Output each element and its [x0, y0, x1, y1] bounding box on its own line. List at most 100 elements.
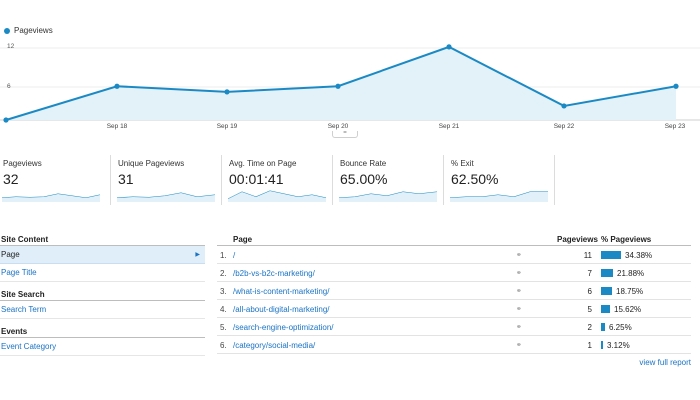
chart-collapse-handle[interactable]: = [332, 130, 358, 138]
metric-bounce-rate[interactable]: Bounce Rate 65.00% [333, 155, 444, 205]
pageviews-chart: Pageviews 12 6 Sep 18 Sep 19 Sep 20 Sep … [0, 0, 700, 140]
metric-avg-time-on-page[interactable]: Avg. Time on Page 00:01:41 [222, 155, 333, 205]
view-full-report-link[interactable]: view full report [639, 358, 691, 367]
metric-value: 00:01:41 [229, 171, 284, 187]
column-header-pageviews[interactable]: Pageviews [557, 235, 598, 244]
page-link[interactable]: / [233, 251, 236, 260]
open-external-icon[interactable]: ⚭ [516, 342, 522, 349]
table-row[interactable]: 3. /what-is-content-marketing/ ⚭ 6 18.75% [217, 282, 691, 300]
metric-label: Bounce Rate [340, 159, 387, 168]
series-area [6, 46, 676, 120]
pct-value: 6.25% [609, 323, 632, 332]
nav-item-search-term[interactable]: Search Term [0, 301, 205, 319]
data-point [114, 83, 120, 89]
table-row[interactable]: 5. /search-engine-optimization/ ⚭ 2 6.25% [217, 318, 691, 336]
pct-value: 34.38% [625, 251, 653, 260]
open-external-icon[interactable]: ⚭ [516, 270, 522, 277]
metric-value: 32 [3, 171, 19, 187]
data-point [3, 117, 9, 123]
data-point [673, 83, 679, 89]
pct-value: 18.75% [616, 287, 644, 296]
metrics-row: Pageviews 32 Unique Pageviews 31 Avg. Ti… [0, 155, 555, 205]
nav-item-event-category[interactable]: Event Category [0, 338, 205, 356]
pct-bar [601, 341, 603, 349]
table-row[interactable]: 6. /category/social-media/ ⚭ 1 3.12% [217, 336, 691, 354]
data-point [446, 44, 452, 50]
page-link[interactable]: /b2b-vs-b2c-marketing/ [233, 269, 315, 278]
dimension-nav: Site Content Page ▶ Page Title Site Sear… [0, 235, 205, 356]
x-tick-label: Sep 23 [664, 123, 686, 130]
metric-pageviews[interactable]: Pageviews 32 [0, 155, 111, 205]
pageviews-value: 7 [587, 269, 592, 278]
open-external-icon[interactable]: ⚭ [516, 306, 522, 313]
page-link[interactable]: /all-about-digital-marketing/ [233, 305, 330, 314]
y-tick-label: 6 [7, 83, 11, 90]
x-tick-label: Sep 21 [438, 123, 460, 130]
page-link[interactable]: /category/social-media/ [233, 341, 316, 350]
metric-label: Unique Pageviews [118, 159, 185, 168]
table-row[interactable]: 1. / ⚭ 11 34.38% [217, 246, 691, 264]
nav-heading-site-content: Site Content [0, 235, 205, 246]
pct-bar [601, 251, 621, 259]
pct-bar [601, 287, 612, 295]
metric-value: 31 [118, 171, 134, 187]
table-row[interactable]: 2. /b2b-vs-b2c-marketing/ ⚭ 7 21.88% [217, 264, 691, 282]
table-header: Page Pageviews % Pageviews [217, 232, 691, 246]
pageviews-value: 2 [587, 323, 592, 332]
pct-bar [601, 269, 613, 277]
open-external-icon[interactable]: ⚭ [516, 324, 522, 331]
metric-value: 62.50% [451, 171, 499, 187]
x-tick-label: Sep 19 [216, 123, 238, 130]
metric-label: Avg. Time on Page [229, 159, 297, 168]
pct-value: 3.12% [607, 341, 630, 350]
row-index: 4. [220, 305, 227, 314]
chart-plot [0, 44, 700, 123]
chevron-right-icon: ▶ [195, 252, 200, 258]
page-link[interactable]: /what-is-content-marketing/ [233, 287, 330, 296]
row-index: 2. [220, 269, 227, 278]
pct-bar [601, 323, 605, 331]
row-index: 3. [220, 287, 227, 296]
metric-value: 65.00% [340, 171, 388, 187]
open-external-icon[interactable]: ⚭ [516, 252, 522, 259]
pageviews-value: 6 [587, 287, 592, 296]
nav-item-page-title[interactable]: Page Title [0, 264, 205, 282]
pageviews-value: 11 [583, 251, 592, 260]
pct-bar [601, 305, 610, 313]
legend-label: Pageviews [14, 26, 53, 35]
sparkline [228, 190, 327, 202]
x-tick-label: Sep 22 [553, 123, 575, 130]
metric-unique-pageviews[interactable]: Unique Pageviews 31 [111, 155, 222, 205]
nav-item-label: Page [1, 250, 20, 259]
open-external-icon[interactable]: ⚭ [516, 288, 522, 295]
pct-value: 21.88% [617, 269, 645, 278]
column-header-page[interactable]: Page [233, 235, 253, 244]
pages-table: Page Pageviews % Pageviews 1. / ⚭ 11 34.38% 2… [217, 232, 691, 354]
pageviews-value: 1 [587, 341, 592, 350]
metric-label: % Exit [451, 159, 474, 168]
data-point [335, 83, 341, 89]
table-row[interactable]: 4. /all-about-digital-marketing/ ⚭ 5 15.62% [217, 300, 691, 318]
y-tick-label: 12 [7, 43, 15, 50]
data-point [224, 89, 230, 95]
sparkline [450, 191, 548, 202]
page-link[interactable]: /search-engine-optimization/ [233, 323, 334, 332]
chart-legend: Pageviews [4, 26, 53, 35]
pageviews-value: 5 [587, 305, 592, 314]
nav-heading-events: Events [0, 327, 205, 338]
nav-heading-site-search: Site Search [0, 290, 205, 301]
metric-exit[interactable]: % Exit 62.50% [444, 155, 555, 205]
x-tick-label: Sep 20 [327, 123, 349, 130]
sparkline [117, 192, 216, 202]
legend-dot [4, 27, 10, 34]
x-tick-label: Sep 18 [106, 123, 128, 130]
row-index: 6. [220, 341, 227, 350]
column-header-pct-pageviews[interactable]: % Pageviews [601, 235, 652, 244]
metric-label: Pageviews [3, 159, 42, 168]
row-index: 1. [220, 251, 227, 260]
data-point [561, 103, 567, 109]
nav-item-page[interactable]: Page ▶ [0, 246, 205, 264]
sparkline [339, 191, 438, 202]
sparkline [2, 193, 101, 202]
pct-value: 15.62% [614, 305, 642, 314]
